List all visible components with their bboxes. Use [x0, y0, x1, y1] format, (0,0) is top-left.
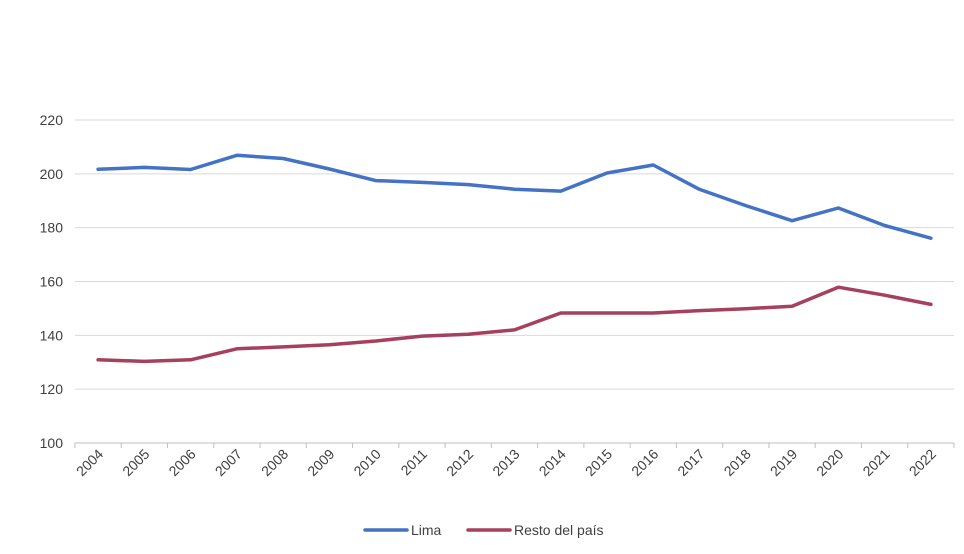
legend-label-lima: Lima: [411, 522, 442, 538]
y-tick-label-120: 120: [40, 381, 64, 397]
y-tick-label-220: 220: [40, 112, 64, 128]
x-tick-label-2011: 2011: [397, 446, 430, 479]
y-tick-label-180: 180: [40, 220, 64, 236]
x-tick-label-2021: 2021: [859, 446, 892, 479]
series-lines: [96, 153, 933, 364]
x-tick-label-2004: 2004: [73, 446, 106, 479]
x-tick-label-2019: 2019: [767, 446, 800, 479]
series-line-lima: [96, 153, 933, 240]
legend-label-resto-del-pa-s: Resto del país: [514, 522, 604, 538]
x-tick-label-2020: 2020: [813, 446, 846, 479]
x-tick-label-2009: 2009: [304, 446, 337, 479]
y-tick-label-160: 160: [40, 274, 64, 290]
legend: Lima Resto del país: [363, 522, 604, 538]
x-tick-label-2022: 2022: [906, 446, 939, 479]
series-line-resto-del-pa-s: [96, 285, 933, 364]
y-axis-tick-labels: 100 120 140 160 180 200 220: [40, 112, 64, 451]
x-tick-label-2018: 2018: [721, 446, 754, 479]
x-tick-label-2007: 2007: [212, 446, 245, 479]
x-tick-label-2015: 2015: [582, 446, 615, 479]
x-tick-label-2006: 2006: [165, 446, 198, 479]
x-axis: [74, 442, 955, 448]
y-tick-label-200: 200: [40, 166, 64, 182]
y-tick-label-140: 140: [40, 327, 64, 343]
x-tick-label-2010: 2010: [350, 446, 383, 479]
y-tick-label-100: 100: [40, 435, 64, 451]
x-tick-label-2008: 2008: [258, 446, 291, 479]
x-tick-label-2017: 2017: [674, 446, 707, 479]
x-tick-label-2014: 2014: [536, 446, 569, 479]
x-tick-label-2005: 2005: [119, 446, 152, 479]
x-tick-label-2016: 2016: [628, 446, 661, 479]
x-axis-tick-labels: 2004 2005 2006 2007 2008 2009 2010 2011 2012 2013…: [73, 446, 939, 479]
x-tick-label-2013: 2013: [489, 446, 522, 479]
gridlines: [75, 119, 954, 390]
x-tick-label-2012: 2012: [443, 446, 476, 479]
